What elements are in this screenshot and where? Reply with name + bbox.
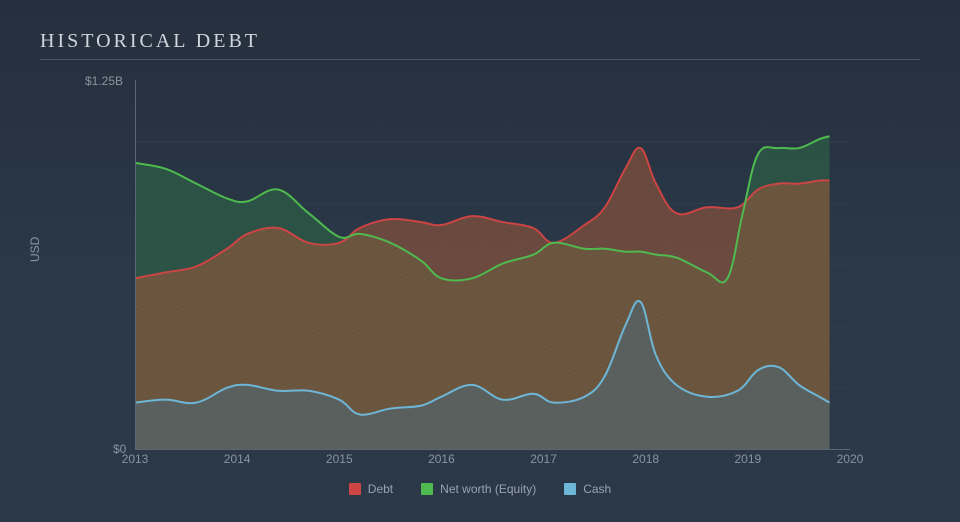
legend-label: Debt (368, 482, 393, 496)
areas-group (135, 136, 830, 450)
legend-swatch (421, 483, 433, 495)
legend-swatch (564, 483, 576, 495)
legend-item: Net worth (Equity) (421, 482, 536, 496)
chart-area: $1.25B $0 USD 20132014201520162017201820… (75, 80, 910, 450)
legend-item: Debt (349, 482, 393, 496)
legend-label: Net worth (Equity) (440, 482, 536, 496)
x-tick-label: 2020 (837, 452, 864, 466)
x-tick-label: 2014 (224, 452, 251, 466)
x-tick-label: 2013 (122, 452, 149, 466)
plot-svg (135, 80, 850, 450)
x-tick-label: 2015 (326, 452, 353, 466)
x-tick-label: 2016 (428, 452, 455, 466)
legend-swatch (349, 483, 361, 495)
y-axis-max-label: $1.25B (85, 74, 123, 88)
legend: Debt Net worth (Equity) Cash (20, 482, 940, 498)
chart-container: HISTORICAL DEBT $1.25B $0 USD 2013201420… (0, 0, 960, 522)
x-tick-label: 2018 (632, 452, 659, 466)
y-axis-label: USD (28, 237, 42, 262)
title-underline (40, 59, 920, 60)
x-axis-ticks: 20132014201520162017201820192020 (135, 452, 850, 472)
legend-label: Cash (583, 482, 611, 496)
title-row: HISTORICAL DEBT (40, 30, 920, 53)
chart-title: HISTORICAL DEBT (40, 30, 920, 53)
plot-region (135, 80, 850, 450)
x-tick-label: 2019 (734, 452, 761, 466)
x-tick-label: 2017 (530, 452, 557, 466)
legend-item: Cash (564, 482, 611, 496)
